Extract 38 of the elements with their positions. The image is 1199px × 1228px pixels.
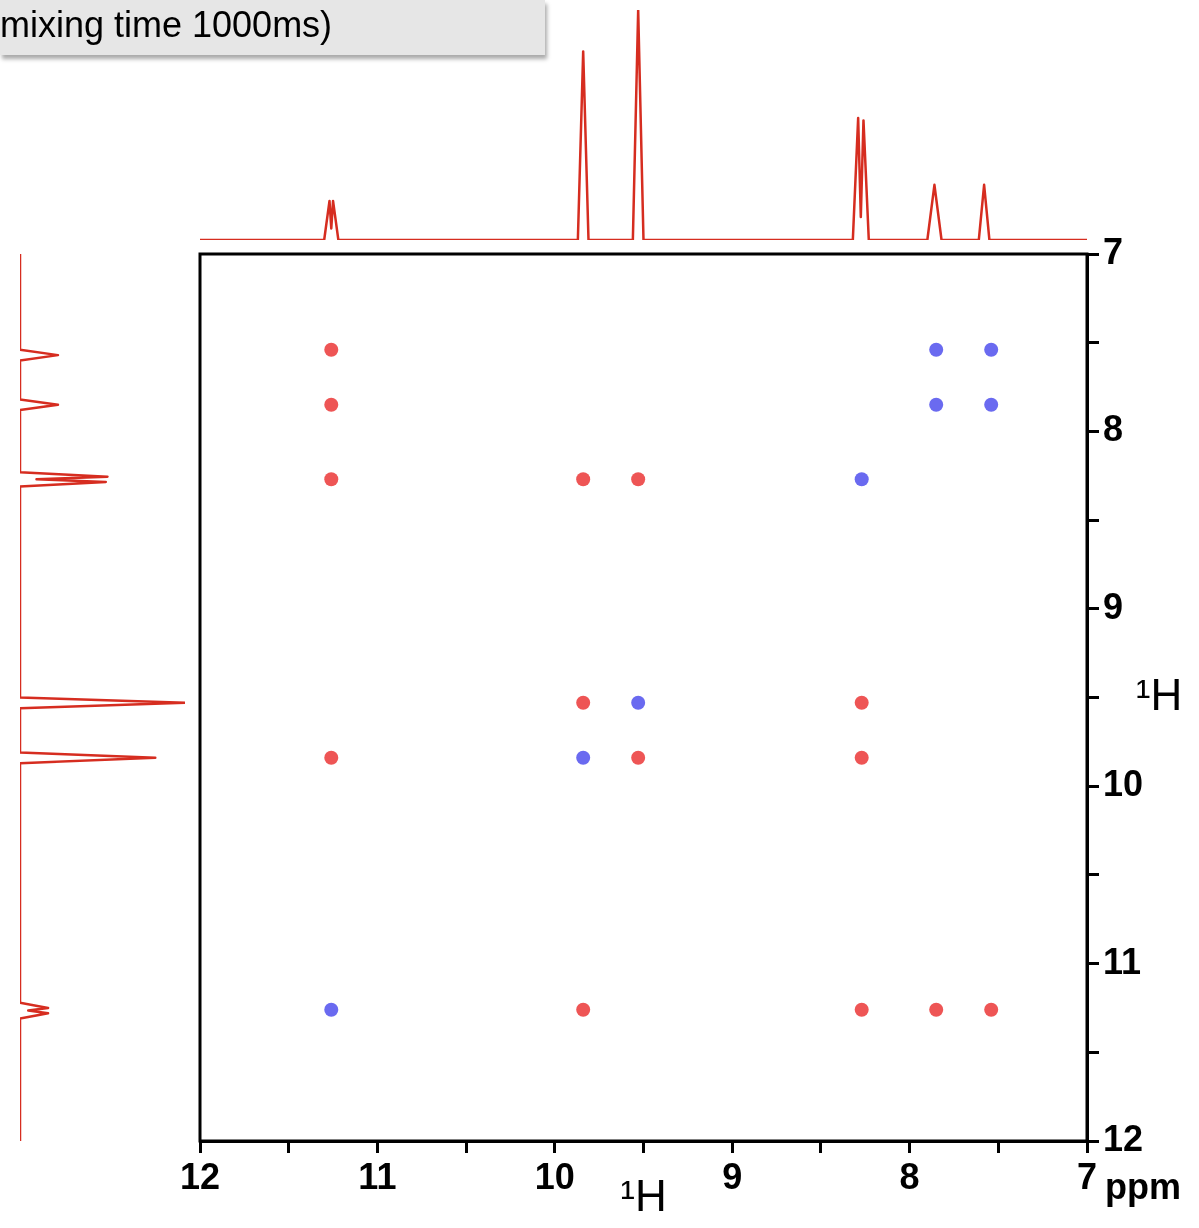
text: ppm xyxy=(1105,1165,1181,1207)
y-axis-title: ¹H xyxy=(1135,669,1183,719)
point xyxy=(854,750,869,765)
point xyxy=(324,750,339,765)
point xyxy=(631,750,646,765)
point xyxy=(929,397,944,412)
point xyxy=(576,695,591,710)
x-tick-label: 9 xyxy=(722,1155,743,1197)
x-tick-label: 12 xyxy=(179,1155,221,1197)
point xyxy=(576,750,591,765)
x-tick-label: 8 xyxy=(899,1155,920,1197)
point xyxy=(631,472,646,487)
y-tick-label: 11 xyxy=(1103,940,1142,982)
point xyxy=(854,472,869,487)
point xyxy=(324,342,339,357)
x-axis-title: ¹H xyxy=(620,1171,667,1221)
point xyxy=(984,1002,999,1017)
x-tick-label: 7 xyxy=(1076,1155,1098,1197)
y-tick-label: 9 xyxy=(1103,585,1124,627)
point xyxy=(984,397,999,412)
point xyxy=(324,472,339,487)
y-tick-label: 8 xyxy=(1103,408,1124,450)
point xyxy=(984,342,999,357)
title-panel: mixing time 1000ms) xyxy=(0,0,545,55)
point xyxy=(576,1002,591,1017)
point xyxy=(929,1002,944,1017)
y-tick-label: 7 xyxy=(1103,230,1124,272)
point xyxy=(854,695,869,710)
y-tick-label: 12 xyxy=(1103,1117,1144,1159)
point xyxy=(576,472,591,487)
point xyxy=(324,1002,339,1017)
x-tick-label: 11 xyxy=(358,1155,397,1197)
point xyxy=(324,397,339,412)
x-tick-label: 10 xyxy=(534,1155,575,1197)
y-tick-label: 10 xyxy=(1103,763,1144,805)
point xyxy=(854,1002,869,1017)
point xyxy=(631,695,646,710)
point xyxy=(929,342,944,357)
